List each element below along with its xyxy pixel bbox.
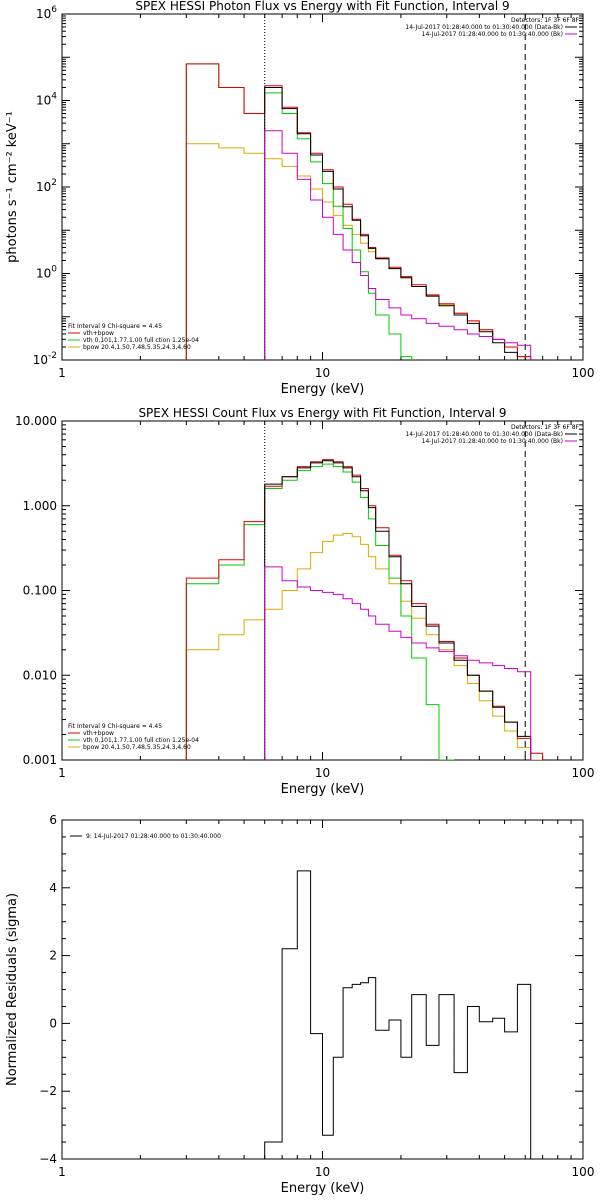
- series-line-bkg: [264, 566, 532, 760]
- y-axis-label: photons s⁻¹ cm⁻² keV⁻¹: [5, 111, 20, 263]
- legend-entry-label: 9: 14-Jul-2017 01:28:40.000 to 01:30:40.…: [86, 833, 221, 840]
- chart-title: SPEX HESSI Photon Flux vs Energy with Fi…: [135, 0, 509, 13]
- y-axis-label: Normalized Residuals (sigma): [5, 893, 20, 1086]
- series-group: [185, 63, 532, 360]
- y-tick-label: 1.000: [23, 499, 57, 513]
- x-axis-label: Energy (keV): [281, 382, 365, 397]
- legend-entry-label: 14-Jul-2017 01:28:40.000 to 01:30:40.000…: [422, 31, 563, 38]
- series-line-fit: [185, 63, 532, 360]
- chart-panel-3: 1 10 100 −4 −2 0 2 4 6 Energy (keV) Normalized Res…: [5, 813, 594, 1196]
- y-tick-exponent: 4: [51, 92, 57, 102]
- legend-entry-label: 14-Jul-2017 01:28:40.000 to 01:30:40.000…: [405, 24, 563, 31]
- legend-entry-label: vth+bpow: [83, 330, 114, 337]
- x-tick-label: 100: [572, 766, 595, 780]
- y-tick-exponent: -2: [48, 351, 57, 361]
- legend-entry-label: bpow 20.4,1.50,7.48,5.35,24.3,4.60: [83, 344, 191, 351]
- x-tick-label: 10: [315, 1165, 330, 1179]
- y-tick-base: 10: [36, 94, 51, 108]
- y-tick-label: 10-2: [33, 351, 57, 367]
- x-tick-label: 1: [58, 1165, 66, 1179]
- y-tick-label: 0.010: [23, 668, 57, 682]
- chart-title: SPEX HESSI Count Flux vs Energy with Fit…: [138, 406, 506, 420]
- y-tick-label: 4: [49, 881, 57, 895]
- series-line-bpow: [185, 533, 543, 760]
- legend-top-title: Detectors: 1F 3F 6F 8F: [511, 17, 580, 24]
- y-tick-base: 10: [36, 7, 51, 21]
- legend-top-title: Detectors: 1F 3F 6F 8F: [511, 424, 580, 431]
- series-line-vth: [185, 63, 427, 360]
- y-tick-label: 104: [36, 92, 57, 108]
- y-tick-exponent: 6: [51, 5, 57, 15]
- y-tick-base: 10: [36, 267, 51, 281]
- y-tick-label: 100: [36, 265, 57, 281]
- series-line-total: [264, 460, 532, 760]
- y-tick-label: −4: [39, 1152, 57, 1166]
- x-tick-label: 100: [572, 366, 595, 380]
- chart-panel-2: 1 10 100 0.001 0.010 0.100 1.000 10.000 SPEX HES…: [15, 406, 594, 797]
- x-tick-label: 1: [58, 366, 66, 380]
- legend-entry-label: 14-Jul-2017 01:28:40.000 to 01:30:40.000…: [405, 431, 563, 438]
- plot-frame: [61, 13, 584, 361]
- y-tick-label: 2: [49, 949, 57, 963]
- y-tick-label: −2: [39, 1084, 57, 1098]
- y-tick-label: 102: [36, 178, 57, 194]
- legend-bottom-title: Fit Interval 9 Chi-square = 4.45: [68, 323, 162, 330]
- y-tick-exponent: 2: [51, 178, 57, 188]
- y-tick-label: 10.000: [15, 414, 57, 428]
- x-tick-label: 10: [315, 366, 330, 380]
- y-tick-label: 6: [49, 813, 57, 827]
- y-tick-label: 0.001: [23, 753, 57, 767]
- y-tick-label: 106: [36, 5, 57, 21]
- legend-entry-label: vth+bpow: [83, 730, 114, 737]
- series-line-total: [264, 87, 532, 360]
- y-tick-base: 10: [33, 353, 48, 367]
- series-group: [264, 870, 532, 1159]
- series-group: [185, 459, 544, 760]
- x-tick-label: 1: [58, 766, 66, 780]
- legend-entry-label: vth 0.101,1.77,1.00 full ction 1.25e-04: [83, 737, 199, 744]
- legend-entry-label: bpow 20.4,1.50,7.48,5.35,24.3,4.60: [83, 744, 191, 751]
- series-line-vth: [185, 463, 455, 760]
- legend-entry-label: 14-Jul-2017 01:28:40.000 to 01:30:40.000…: [422, 438, 563, 445]
- legend-entry-label: vth 0.101,1.77,1.00 full ction 1.25e-04: [83, 337, 199, 344]
- series-line-bkg: [264, 130, 532, 360]
- y-tick-exponent: 0: [51, 265, 57, 275]
- x-axis-label: Energy (keV): [281, 1181, 365, 1196]
- y-tick-base: 10: [36, 180, 51, 194]
- x-tick-label: 10: [315, 766, 330, 780]
- x-axis-label: Energy (keV): [281, 782, 365, 797]
- x-tick-label: 100: [572, 1165, 595, 1179]
- legend-bottom-title: Fit Interval 9 Chi-square = 4.45: [68, 723, 162, 730]
- y-tick-label: 0.100: [23, 584, 57, 598]
- series-line-residual: [264, 870, 532, 1159]
- y-tick-label: 0: [49, 1016, 57, 1030]
